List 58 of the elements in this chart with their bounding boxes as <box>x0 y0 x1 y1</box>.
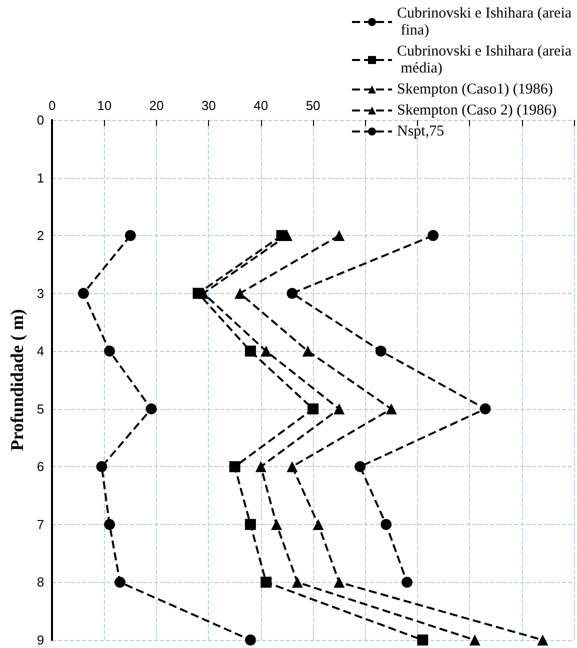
point <box>260 576 272 588</box>
point <box>244 634 256 646</box>
point <box>271 518 282 530</box>
x-tick-label: 10 <box>97 98 112 113</box>
point <box>417 634 428 646</box>
y-tick-label: 8 <box>36 574 44 590</box>
y-tick-label: 7 <box>36 516 44 532</box>
point <box>354 461 366 472</box>
point <box>480 403 491 414</box>
y-tick-label: 0 <box>36 112 44 128</box>
legend-label: Skempton (Caso 2) (1986) <box>397 102 557 118</box>
point <box>286 288 298 299</box>
point <box>386 403 397 414</box>
legend-label: Nspt,75 <box>397 124 444 140</box>
point <box>312 518 324 530</box>
point <box>402 576 412 588</box>
y-tick-label: 4 <box>36 344 44 359</box>
y-tick-label: 5 <box>36 401 44 416</box>
point <box>292 576 303 588</box>
y-tick-label: 1 <box>36 170 44 186</box>
point <box>428 230 439 242</box>
x-tick-label: 30 <box>201 98 216 113</box>
point <box>302 346 314 357</box>
legend-label: Cubrinovski e Ishihara (areia fina) <box>397 6 572 38</box>
y-tick-label: 3 <box>36 286 44 301</box>
x-tick-label: 0 <box>48 98 56 113</box>
point <box>286 461 298 472</box>
point <box>255 461 266 472</box>
point <box>375 346 386 357</box>
point <box>334 230 345 242</box>
legend-label: Cubrinovski e Ishihara (areia média) <box>397 44 572 76</box>
point <box>146 403 157 414</box>
x-tick-label: 20 <box>149 98 164 113</box>
point <box>244 346 256 357</box>
point <box>124 230 136 242</box>
point <box>104 518 116 530</box>
legend-label: Skempton (Caso1) (1986) <box>397 82 553 98</box>
point <box>380 518 392 530</box>
point <box>104 346 116 357</box>
point <box>229 461 240 472</box>
point <box>334 576 345 588</box>
point <box>78 288 89 299</box>
point <box>469 634 480 646</box>
point <box>96 461 108 472</box>
y-tick-label: 9 <box>36 632 44 648</box>
point <box>260 346 272 357</box>
point <box>244 518 256 530</box>
x-tick-label: 40 <box>254 98 268 113</box>
point <box>537 634 548 646</box>
y-tick-label: 2 <box>36 228 44 244</box>
point <box>198 288 209 299</box>
y-tick-label: 6 <box>36 459 44 474</box>
y-axis-title: Profundidade ( m) <box>7 309 27 451</box>
point <box>334 403 345 414</box>
point <box>308 403 319 414</box>
x-tick-label: 50 <box>306 98 320 113</box>
point <box>234 288 246 299</box>
point <box>114 576 126 588</box>
